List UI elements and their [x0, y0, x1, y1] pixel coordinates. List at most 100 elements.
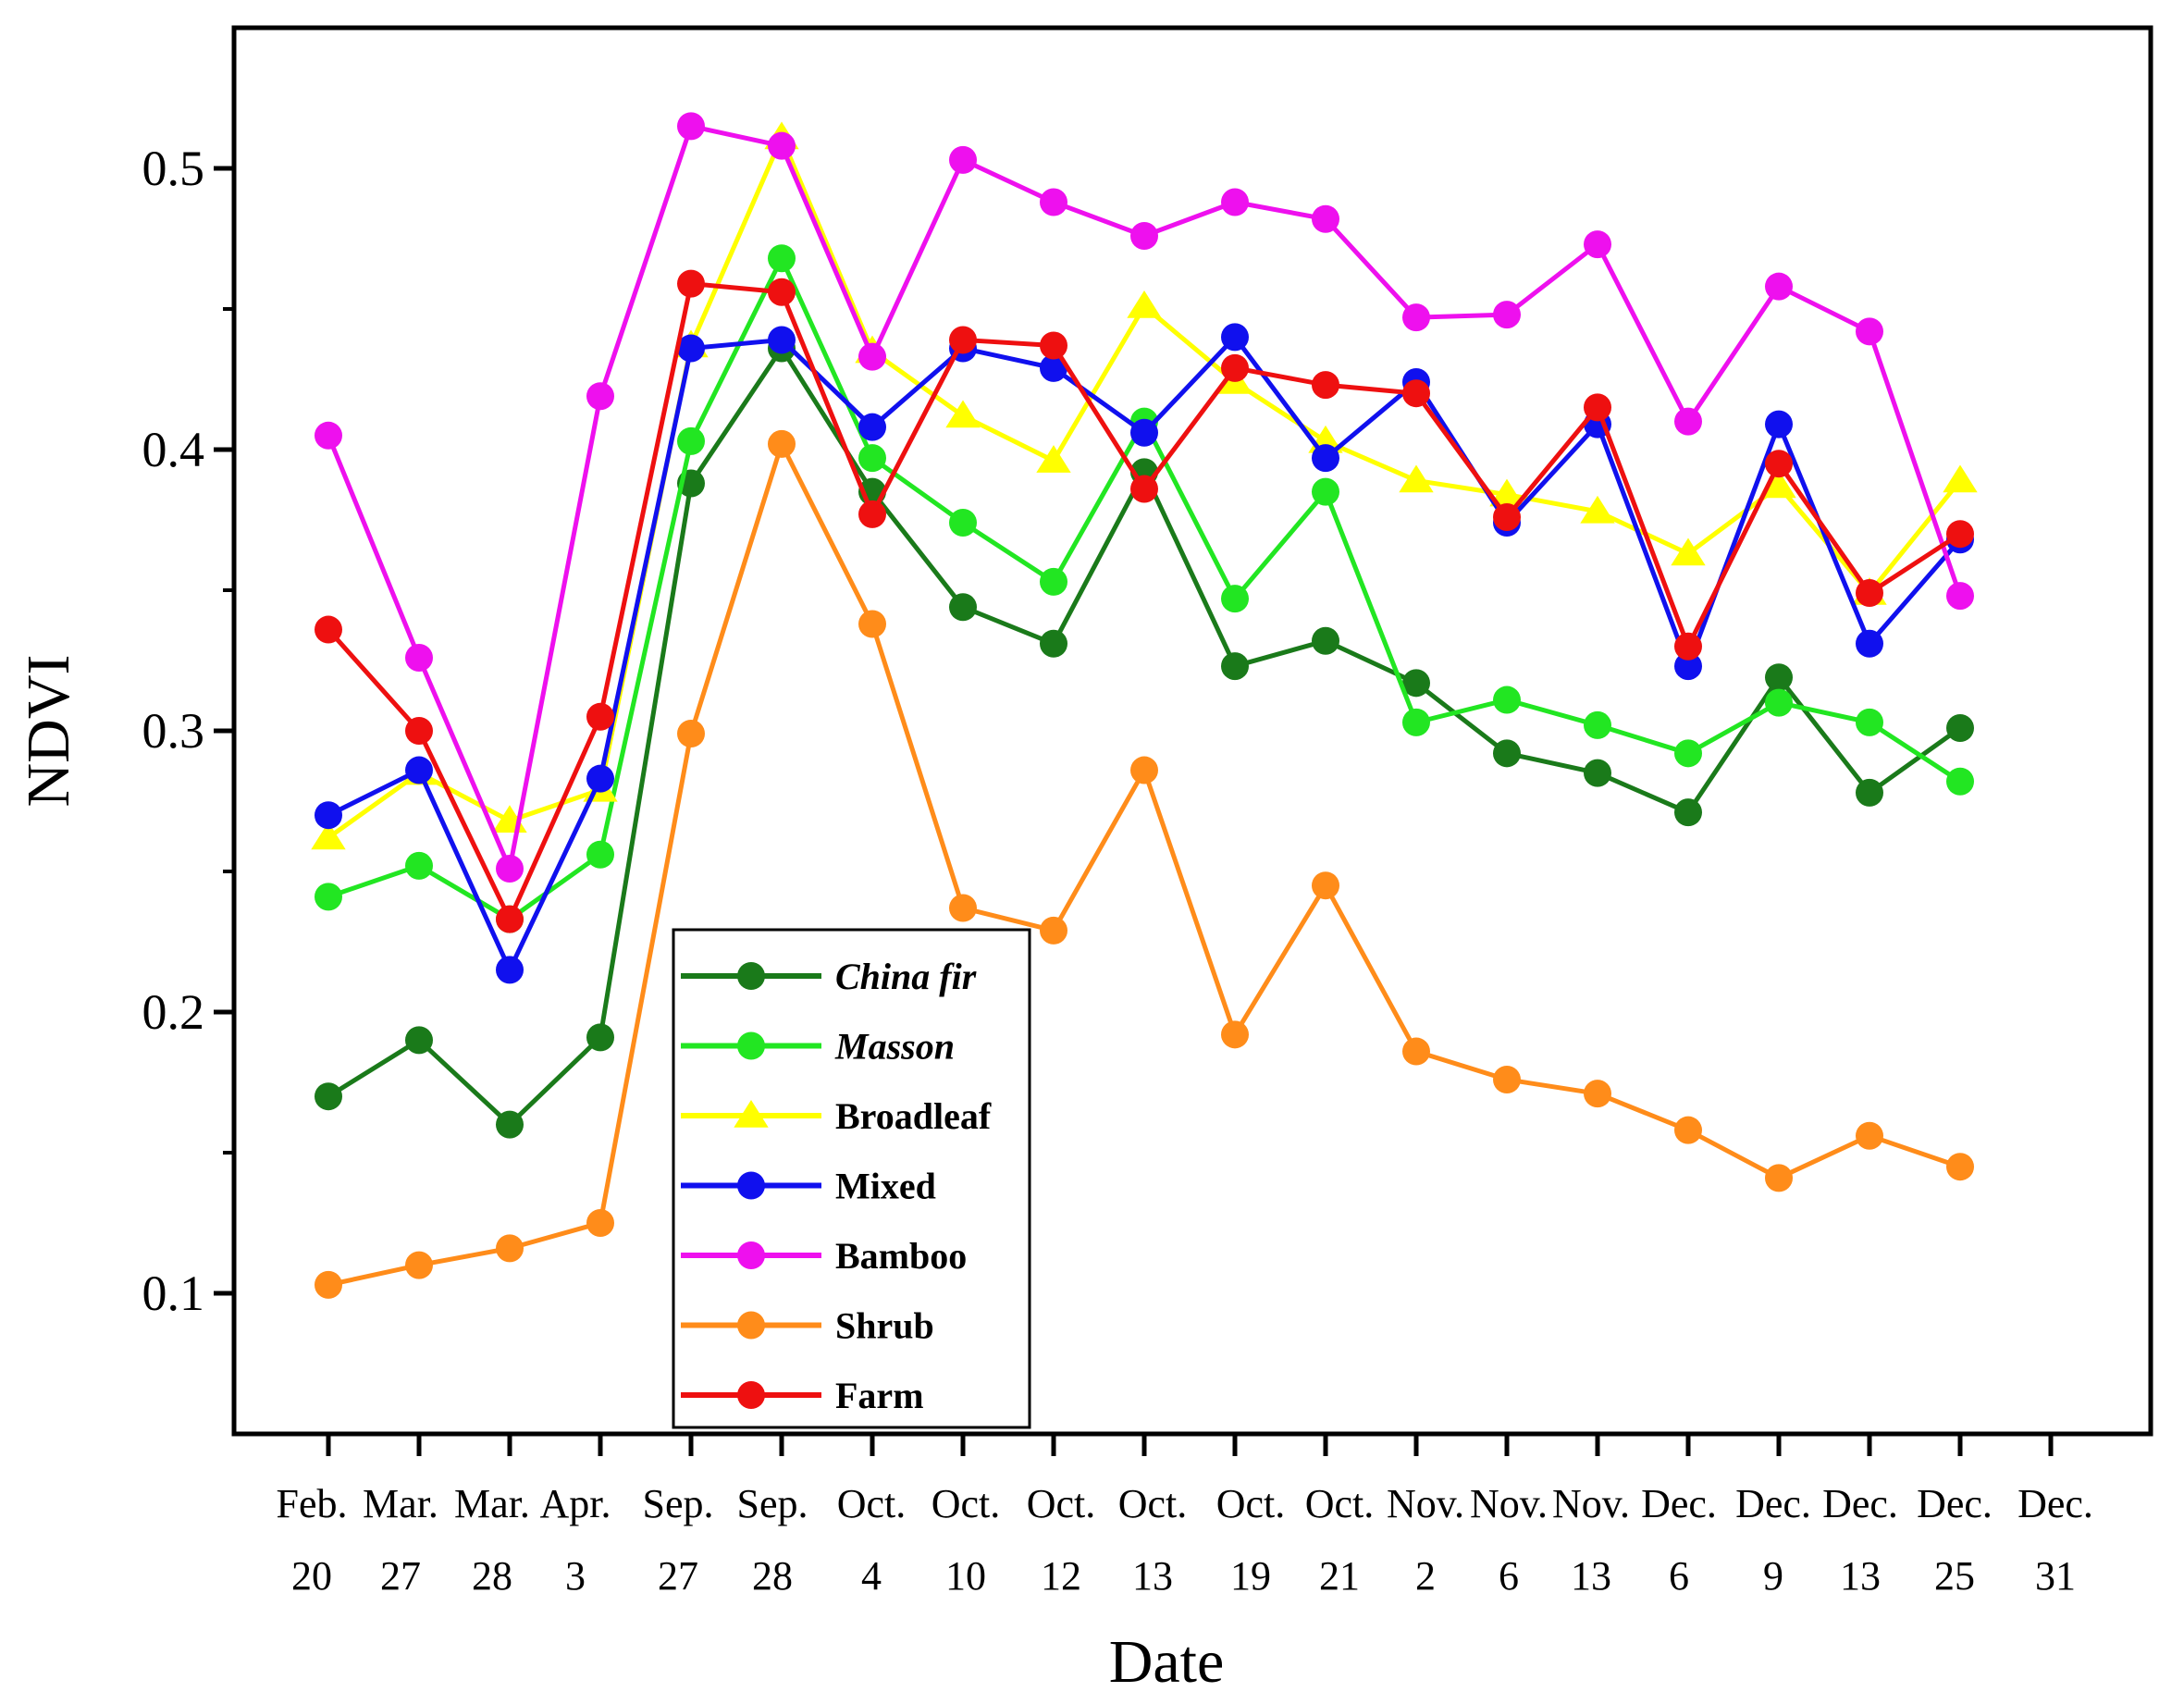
data-point-farm	[1765, 450, 1793, 478]
data-point-mixed	[858, 413, 886, 441]
data-point-bamboo	[768, 131, 796, 160]
legend-box	[672, 928, 1031, 1429]
x-tick-day: 28	[752, 1553, 793, 1599]
legend-marker-shrub	[737, 1311, 765, 1340]
data-point-china-fir	[586, 1023, 614, 1052]
data-point-china-fir	[405, 1026, 433, 1055]
data-point-china-fir	[1221, 652, 1249, 681]
data-point-farm	[1130, 475, 1158, 503]
data-point-shrub	[1856, 1121, 1883, 1150]
data-point-bamboo	[315, 421, 342, 450]
data-point-shrub	[858, 610, 886, 638]
x-tick-month: Dec.	[1917, 1481, 1993, 1526]
x-tick-month: Mar.	[363, 1481, 438, 1526]
x-tick-month: Oct.	[1027, 1481, 1096, 1526]
data-point-bamboo	[1130, 221, 1158, 250]
data-point-mixed	[1312, 444, 1339, 473]
data-point-shrub	[1493, 1065, 1521, 1093]
y-tick-label: 0.3	[142, 703, 205, 759]
x-tick-day: 19	[1230, 1553, 1271, 1599]
data-point-bamboo	[496, 854, 524, 883]
data-point-mixed	[1765, 410, 1793, 438]
data-point-shrub	[496, 1234, 524, 1263]
data-point-bamboo	[1221, 188, 1249, 216]
data-point-farm	[1312, 371, 1339, 400]
data-point-farm	[1946, 520, 1974, 549]
data-point-china-fir	[1674, 798, 1702, 827]
x-tick-month: Oct.	[932, 1481, 1001, 1526]
data-point-masson	[1765, 688, 1793, 717]
x-tick-month: Nov.	[1470, 1481, 1548, 1526]
data-point-farm	[858, 500, 886, 528]
x-tick-day: 13	[1840, 1553, 1881, 1599]
x-tick-day: 12	[1041, 1553, 1081, 1599]
data-point-bamboo	[1584, 230, 1611, 259]
data-point-masson	[1674, 739, 1702, 768]
data-point-mixed	[1130, 418, 1158, 447]
y-axis-title: NDVI	[15, 655, 82, 808]
data-point-bamboo	[1856, 317, 1883, 346]
data-point-mixed	[1674, 652, 1702, 681]
data-point-shrub	[1674, 1116, 1702, 1144]
data-point-mixed	[496, 956, 524, 984]
data-point-shrub	[1584, 1080, 1611, 1108]
data-point-masson	[315, 883, 342, 911]
data-point-farm	[768, 278, 796, 306]
data-point-farm	[496, 905, 524, 933]
data-point-farm	[1402, 379, 1430, 408]
x-tick-day: 21	[1319, 1553, 1360, 1599]
series-shrub	[315, 429, 1974, 1299]
x-tick-day: 13	[1132, 1553, 1173, 1599]
data-point-masson	[1402, 708, 1430, 736]
x-tick-day: 20	[291, 1553, 332, 1599]
data-point-shrub	[315, 1270, 342, 1299]
data-point-shrub	[1221, 1020, 1249, 1049]
x-tick-day: 27	[380, 1553, 421, 1599]
data-point-broadleaf	[1036, 445, 1071, 473]
data-point-bamboo	[1946, 582, 1974, 611]
series-mixed	[315, 323, 1974, 984]
data-point-masson	[949, 509, 977, 537]
data-point-bamboo	[586, 382, 614, 411]
data-point-broadleaf	[1671, 537, 1706, 566]
data-point-china-fir	[949, 593, 977, 622]
data-point-farm	[1584, 393, 1611, 422]
data-point-masson	[1946, 767, 1974, 796]
x-tick-day: 10	[945, 1553, 986, 1599]
x-axis-title: Date	[1109, 1628, 1225, 1692]
data-point-broadleaf	[311, 821, 346, 850]
legend-label-shrub: Shrub	[835, 1305, 934, 1347]
x-tick-month: Feb.	[277, 1481, 348, 1526]
data-point-china-fir	[1946, 713, 1974, 742]
x-tick-month: Oct.	[1216, 1481, 1286, 1526]
series-farm	[315, 269, 1974, 933]
data-point-china-fir	[1312, 626, 1339, 655]
data-point-farm	[586, 702, 614, 731]
data-point-farm	[1040, 331, 1067, 360]
data-point-mixed	[1040, 353, 1067, 382]
data-point-masson	[1856, 708, 1883, 736]
data-point-china-fir	[1402, 669, 1430, 698]
data-point-farm	[949, 326, 977, 354]
data-point-shrub	[1130, 756, 1158, 784]
data-point-bamboo	[1765, 272, 1793, 301]
legend: China fir Masson Broadleaf Mixed Bamboo Shrub…	[672, 928, 1031, 1429]
axes: 0.1 0.2 0.3 0.4 0.5 Feb. 20 Mar. 27 Mar. 28 Apr. 3 Se…	[142, 141, 2093, 1599]
data-point-china-fir	[1493, 739, 1521, 768]
data-point-bamboo	[1402, 303, 1430, 332]
data-point-shrub	[1765, 1164, 1793, 1192]
x-tick-month: Nov.	[1387, 1481, 1464, 1526]
data-point-mixed	[315, 801, 342, 830]
x-tick-month: Oct.	[1118, 1481, 1188, 1526]
data-point-broadleaf	[1399, 464, 1434, 493]
data-point-shrub	[405, 1251, 433, 1279]
legend-marker-masson	[737, 1031, 765, 1060]
data-point-bamboo	[1312, 204, 1339, 233]
data-point-shrub	[1946, 1153, 1974, 1181]
x-tick-month: Dec.	[1641, 1481, 1717, 1526]
x-tick-month: Apr.	[540, 1481, 611, 1526]
data-point-masson	[1221, 585, 1249, 613]
x-tick-day: 6	[1499, 1553, 1519, 1599]
x-tick-month: Mar.	[454, 1481, 530, 1526]
data-point-broadleaf	[1580, 495, 1615, 524]
